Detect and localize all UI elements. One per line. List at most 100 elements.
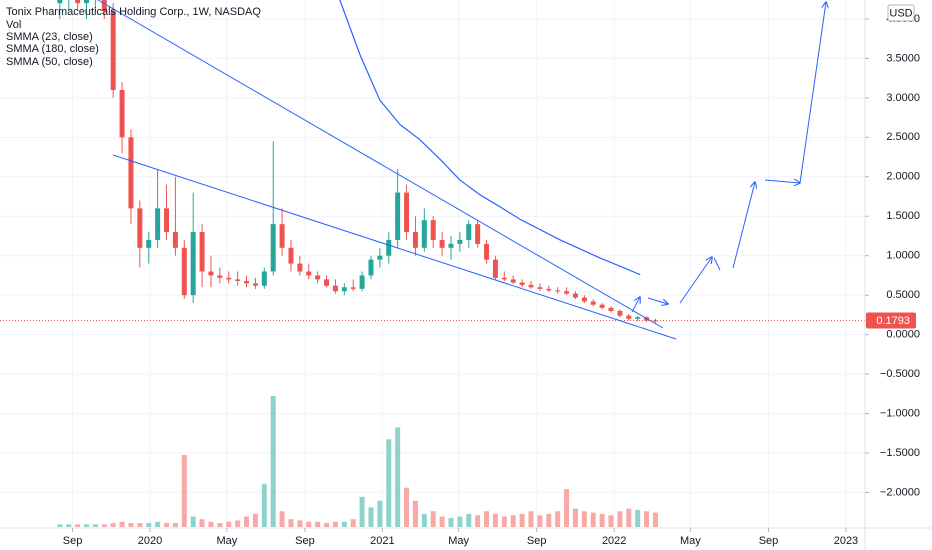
volume-bar: [590, 512, 596, 527]
candle-body: [537, 287, 543, 289]
y-tick-label: 3.5000: [886, 52, 920, 64]
candle-body: [217, 275, 223, 278]
candle-body: [297, 263, 303, 272]
candle-body: [404, 192, 410, 233]
arrow: [631, 297, 640, 313]
volume-bar: [164, 523, 170, 527]
candle-body: [492, 259, 498, 278]
candle-body: [519, 282, 525, 285]
volume-bar: [226, 521, 232, 527]
x-tick-label: Sep: [295, 535, 315, 547]
candle-body: [510, 279, 516, 283]
candle-body: [608, 307, 614, 311]
volume-bar: [84, 524, 89, 527]
volume-bar: [626, 508, 632, 527]
drawings: [97, 0, 826, 340]
candle-body: [359, 275, 365, 289]
volume-bar: [279, 511, 285, 527]
volume-bar: [297, 520, 303, 527]
volume-bar: [608, 515, 614, 527]
candle-body: [208, 271, 214, 276]
candle-body: [626, 315, 632, 319]
y-tick-label: 0.5000: [886, 289, 920, 301]
y-tick-label: −1.0000: [880, 407, 920, 419]
volume-bar: [395, 427, 401, 527]
candle-body: [279, 224, 285, 248]
volume-bar: [644, 511, 650, 527]
candle-body: [555, 290, 561, 292]
volume-bar: [199, 519, 205, 527]
y-tick-label: −0.5000: [880, 368, 920, 380]
candle-body: [235, 279, 241, 281]
volume-bar: [448, 517, 454, 527]
legend-entry: SMMA (50, close): [6, 56, 93, 68]
legend-entry: Vol: [6, 19, 21, 31]
volume-bar: [306, 521, 312, 527]
candle-body: [430, 220, 436, 240]
volume-bar: [572, 508, 578, 527]
volume-bar: [66, 524, 72, 527]
volume-bar: [110, 523, 116, 527]
arrow: [713, 257, 721, 271]
x-tick-label: 2021: [370, 535, 394, 547]
arrow: [799, 2, 826, 184]
volume-bar: [261, 483, 267, 527]
candle-body: [252, 283, 258, 286]
volume-bar: [244, 516, 250, 527]
candle-body: [244, 280, 250, 284]
y-tick-label: 1.0000: [886, 250, 920, 262]
volume-bar: [412, 500, 418, 527]
candle-body: [199, 232, 205, 272]
candle-body: [439, 239, 445, 248]
volume-bar: [341, 521, 347, 527]
volume-bar: [430, 511, 436, 527]
arrow: [732, 182, 755, 269]
candle-body: [315, 275, 321, 280]
trend-line: [97, 0, 664, 329]
candle-body: [155, 208, 161, 240]
volume-bar: [386, 439, 392, 527]
candle-body: [386, 239, 392, 256]
volume-bar: [119, 521, 125, 527]
candle-body: [75, 0, 81, 4]
x-tick-label: May: [680, 535, 701, 547]
candle-body: [421, 220, 427, 248]
volume-bar: [555, 511, 561, 527]
last-price-label: 0.1793: [876, 315, 910, 327]
candle-body: [261, 271, 267, 286]
x-tick-label: Sep: [527, 535, 547, 547]
candle-body: [110, 11, 116, 90]
volume-bar: [599, 513, 605, 527]
candle-body: [635, 317, 641, 319]
trend-line: [112, 154, 677, 340]
candle-body: [546, 288, 552, 291]
candle-body: [564, 291, 570, 294]
y-tick-label: 1.5000: [886, 210, 920, 222]
x-tick-label: Sep: [63, 535, 83, 547]
candle-body: [617, 310, 623, 316]
volume-bar: [492, 513, 498, 527]
candle-body: [172, 232, 178, 248]
volume-pane: [57, 396, 658, 527]
volume-bar: [404, 487, 410, 527]
candle-body: [288, 247, 294, 264]
volume-bar: [190, 516, 196, 527]
candle-body: [306, 271, 312, 276]
candle-body: [448, 243, 454, 248]
volume-bar: [252, 513, 258, 527]
volume-bar: [439, 516, 445, 527]
volume-bar: [92, 524, 98, 527]
candle-body: [332, 285, 338, 292]
volume-bar: [368, 507, 374, 527]
candle-body: [395, 192, 401, 240]
volume-bar: [128, 523, 134, 527]
volume-bar: [181, 454, 187, 527]
volume-bar: [324, 523, 330, 527]
volume-bar: [208, 521, 214, 527]
volume-bar: [546, 513, 552, 527]
candle-body: [484, 243, 490, 260]
volume-bar: [57, 524, 63, 527]
candle-body: [377, 255, 383, 260]
candle-body: [84, 0, 89, 4]
chart-title: Tonix Pharmaceuticals Holding Corp., 1W,…: [6, 6, 261, 18]
